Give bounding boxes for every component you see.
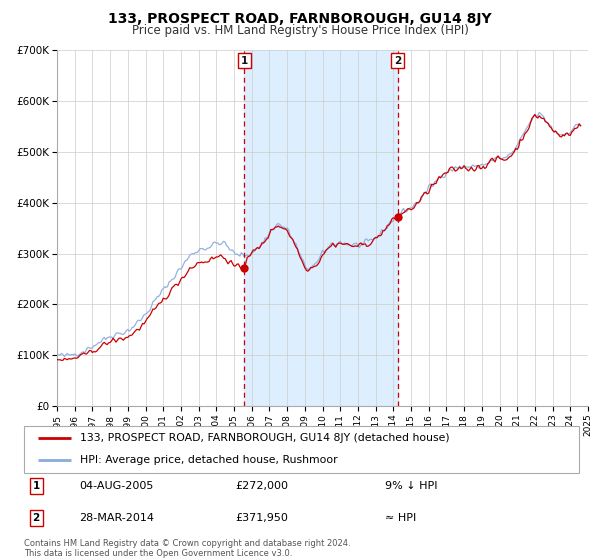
Text: £371,950: £371,950 — [235, 513, 288, 523]
Text: 1: 1 — [241, 56, 248, 66]
Text: ≈ HPI: ≈ HPI — [385, 513, 416, 523]
Text: 04-AUG-2005: 04-AUG-2005 — [79, 482, 154, 492]
Text: 2: 2 — [32, 513, 40, 523]
Text: 1: 1 — [32, 482, 40, 492]
Bar — [244, 50, 398, 406]
Text: HPI: Average price, detached house, Rushmoor: HPI: Average price, detached house, Rush… — [79, 455, 337, 465]
Text: 9% ↓ HPI: 9% ↓ HPI — [385, 482, 437, 492]
Text: 133, PROSPECT ROAD, FARNBOROUGH, GU14 8JY: 133, PROSPECT ROAD, FARNBOROUGH, GU14 8J… — [108, 12, 492, 26]
Text: 28-MAR-2014: 28-MAR-2014 — [79, 513, 155, 523]
Text: Contains HM Land Registry data © Crown copyright and database right 2024.
This d: Contains HM Land Registry data © Crown c… — [24, 539, 350, 558]
Text: £272,000: £272,000 — [235, 482, 288, 492]
Text: 133, PROSPECT ROAD, FARNBOROUGH, GU14 8JY (detached house): 133, PROSPECT ROAD, FARNBOROUGH, GU14 8J… — [79, 433, 449, 444]
Text: 2: 2 — [394, 56, 401, 66]
Text: Price paid vs. HM Land Registry's House Price Index (HPI): Price paid vs. HM Land Registry's House … — [131, 24, 469, 36]
